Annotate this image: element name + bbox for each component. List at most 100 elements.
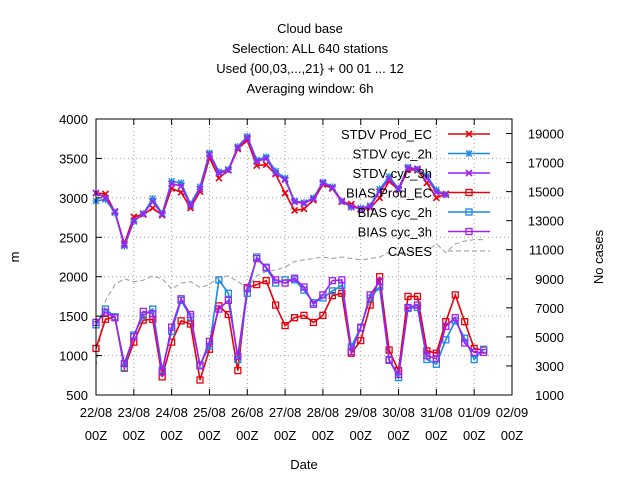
series-point-square — [404, 292, 412, 301]
series-point-square — [451, 291, 459, 299]
series-point-x — [120, 241, 128, 249]
series-point-x — [300, 205, 308, 213]
x-tick-date-label: 22/08 — [80, 405, 113, 420]
legend-entry-label: CASES — [388, 244, 432, 259]
series-point-square — [470, 348, 478, 357]
series-point-square — [300, 283, 308, 291]
y2-tick-label: 17000 — [528, 156, 564, 171]
y2-tick-label: 15000 — [528, 185, 564, 200]
y-tick-label: 3500 — [59, 151, 88, 166]
series-point-x — [338, 197, 346, 205]
chart-title-line-4: Averaging window: 6h — [246, 81, 374, 96]
series-point-square — [375, 277, 384, 286]
series-point-star — [168, 177, 176, 185]
series-point-star — [385, 173, 393, 181]
y-tick-label: 1500 — [59, 309, 88, 324]
series-point-square — [262, 277, 270, 285]
x-tick-hour-label: 00Z — [123, 428, 145, 443]
legend-entry-label: BIAS cyc_3h — [358, 225, 432, 240]
series-point-square — [177, 295, 185, 303]
y2-axis-label: No cases — [591, 229, 606, 284]
series-line-5 — [95, 257, 484, 377]
series-point-square — [319, 291, 327, 299]
series-point-x — [111, 207, 119, 215]
series-point-x — [432, 188, 440, 196]
series-point-x — [130, 217, 138, 225]
x-tick-date-label: 25/08 — [193, 405, 226, 420]
y2-tick-label: 13000 — [528, 214, 564, 229]
series-point-square — [186, 310, 195, 319]
x-tick-hour-label: 00Z — [160, 428, 182, 443]
series-point-square — [139, 307, 147, 316]
series-point-x — [101, 194, 110, 202]
y2-tick-label: 9000 — [535, 272, 564, 287]
series-point-x — [300, 199, 308, 207]
series-point-square — [338, 276, 346, 284]
series-point-x — [404, 164, 412, 172]
series-point-x — [149, 198, 157, 206]
series-point-x — [253, 158, 261, 166]
y-tick-label: 2500 — [59, 230, 88, 245]
series-point-square — [120, 359, 129, 368]
series-point-square — [328, 291, 337, 300]
x-axis-label: Date — [290, 457, 317, 472]
series-point-x — [366, 202, 374, 211]
series-point-x — [385, 175, 393, 183]
series-point-x — [205, 150, 214, 159]
series-point-x — [243, 134, 251, 142]
y-tick-label: 3000 — [59, 191, 88, 206]
series-point-square — [366, 291, 374, 299]
series-point-x — [139, 210, 147, 218]
series-point-square — [149, 310, 157, 318]
series-point-x — [149, 204, 157, 212]
series-point-square — [177, 317, 185, 325]
x-tick-date-label: 23/08 — [118, 405, 151, 420]
series-point-square — [253, 280, 261, 289]
series-point-square — [111, 314, 119, 322]
series-point-square — [357, 324, 365, 332]
series-point-square — [158, 373, 166, 381]
legend-marker-square — [465, 208, 473, 216]
series-point-square — [215, 276, 223, 284]
legend-marker-square — [465, 227, 473, 236]
x-tick-hour-label: 00Z — [274, 428, 296, 443]
series-point-square — [224, 289, 233, 297]
series-point-star — [177, 179, 185, 187]
y2-tick-label: 3000 — [535, 359, 564, 374]
series-point-square — [432, 355, 441, 363]
legend-marker-star — [465, 150, 473, 157]
series-point-square — [196, 376, 204, 384]
y-tick-label: 2000 — [59, 270, 88, 285]
y-axis-label: m — [7, 252, 22, 263]
series-point-square — [290, 274, 299, 282]
series-point-square — [423, 355, 431, 364]
chart-title-line-3: Used {00,03,...,21} + 00 01 ... 12 — [216, 61, 404, 76]
x-tick-date-label: 02/09 — [496, 405, 529, 420]
series-point-square — [375, 273, 384, 281]
series-point-square — [479, 348, 488, 357]
series-point-square — [101, 315, 110, 323]
series-layer — [92, 132, 488, 384]
series-point-square — [404, 303, 412, 312]
series-point-x — [262, 154, 270, 162]
series-point-x — [357, 205, 365, 213]
x-tick-hour-label: 00Z — [198, 428, 220, 443]
series-point-square — [394, 370, 403, 379]
y2-tick-label: 1000 — [535, 388, 564, 403]
x-tick-hour-label: 00Z — [350, 428, 372, 443]
x-tick-hour-label: 00Z — [501, 428, 523, 443]
series-point-square — [205, 337, 214, 346]
series-point-square — [262, 263, 270, 271]
legend-marker-x — [465, 169, 473, 177]
series-point-square — [309, 300, 318, 308]
series-point-star — [101, 195, 109, 203]
x-tick-date-label: 24/08 — [155, 405, 188, 420]
series-point-star — [423, 172, 431, 180]
legend-entry-label: STDV Prod_EC — [341, 127, 432, 142]
series-point-star — [272, 167, 280, 175]
legend: STDV Prod_EC STDV cyc_2h STDV cyc_3h BIAS P… — [341, 127, 490, 259]
series-point-square — [234, 352, 242, 361]
legend-marker-x — [465, 130, 473, 138]
series-point-star — [262, 153, 270, 161]
y2-tick-label: 5000 — [535, 330, 564, 345]
